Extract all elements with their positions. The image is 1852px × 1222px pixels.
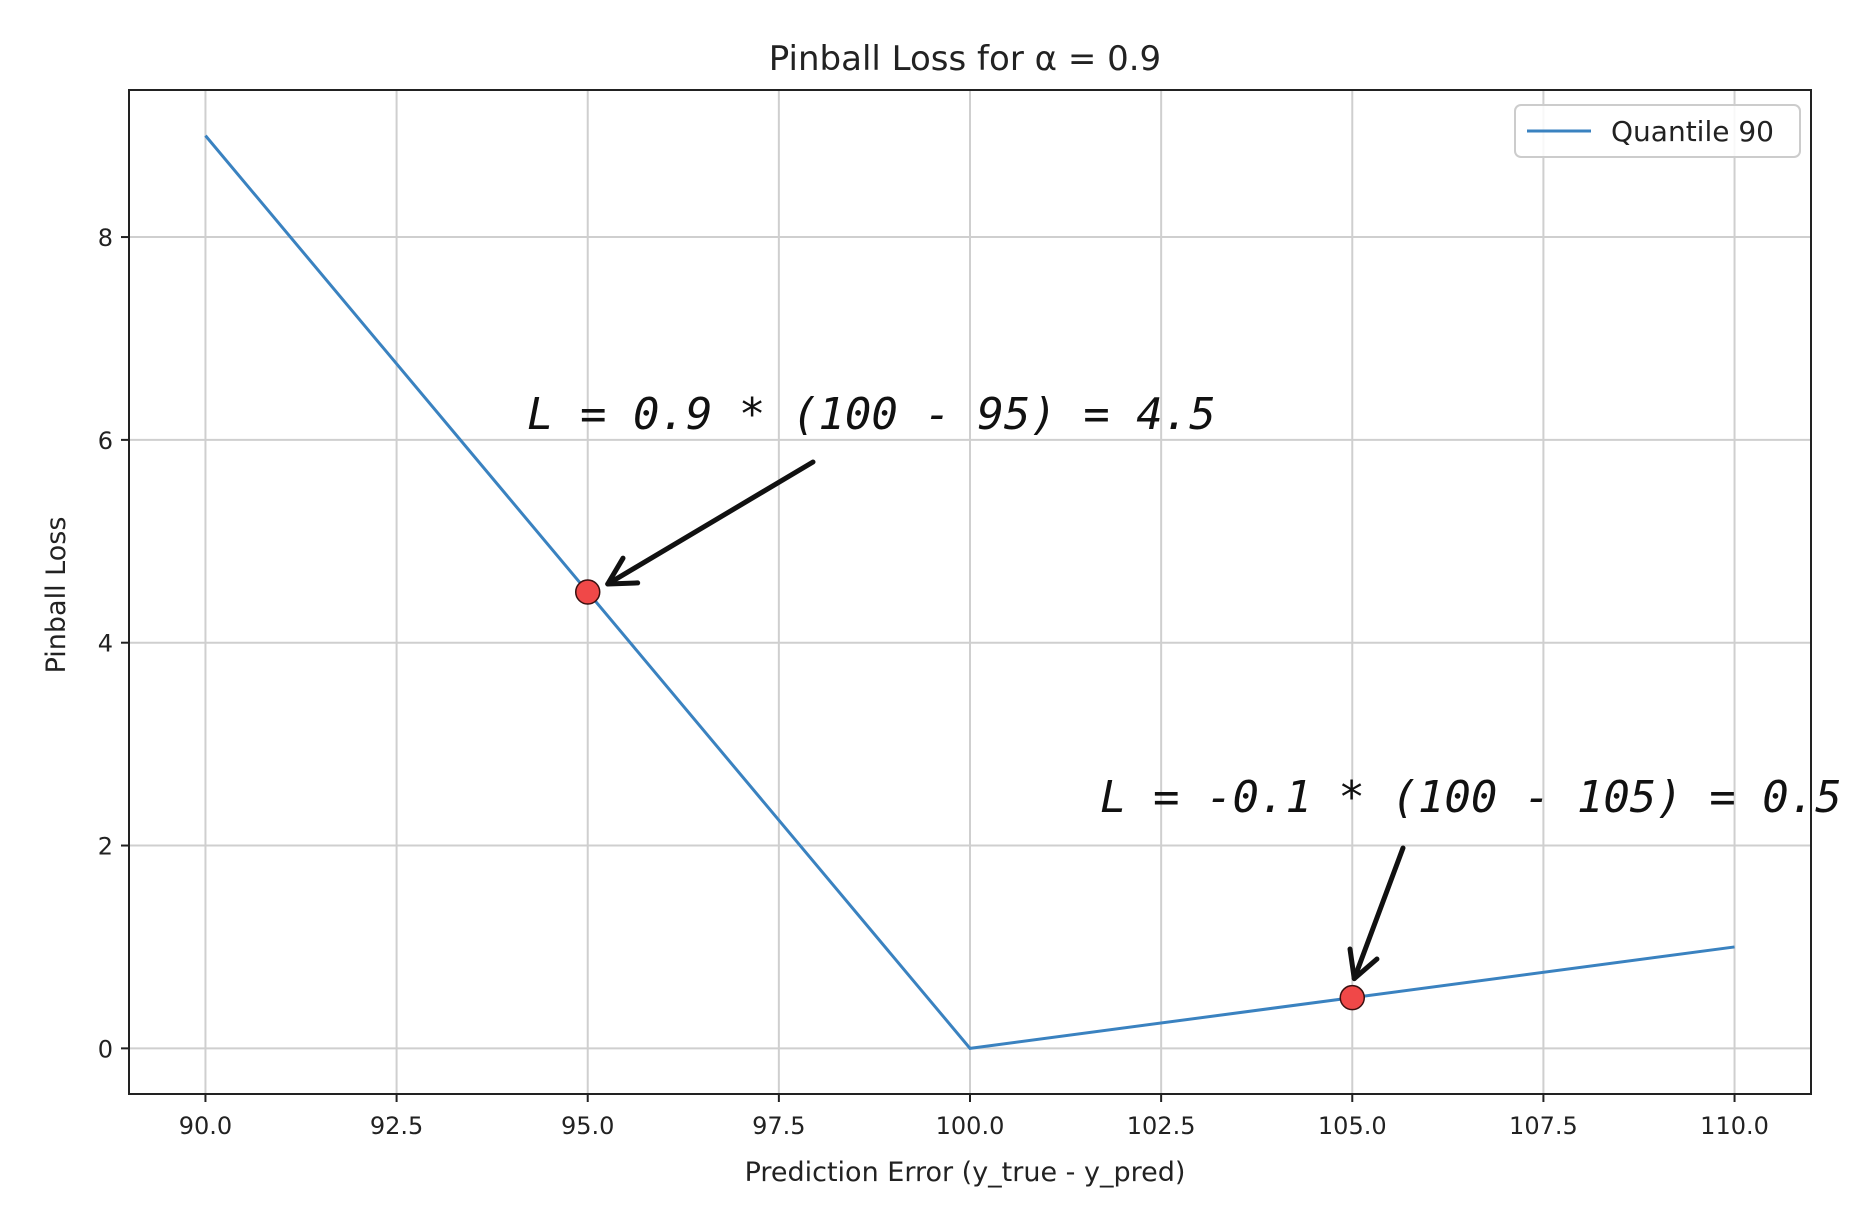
y-tick-label-1: 2 xyxy=(98,833,113,861)
annotation-text-0: L = 0.9 * (100 - 95) = 4.5 xyxy=(527,389,1216,440)
grid xyxy=(129,90,1811,1094)
x-tick-label-8: 110.0 xyxy=(1700,1112,1769,1140)
axes: 90.0 92.5 95.0 97.5 100.0 102.5 105.0 107.5 110.… xyxy=(98,89,1812,1140)
x-tick-label-5: 102.5 xyxy=(1127,1112,1196,1140)
y-tick-label-2: 4 xyxy=(98,630,113,658)
y-axis-label: Pinball Loss xyxy=(41,517,72,674)
y-tick-label-3: 6 xyxy=(98,427,113,455)
y-tick-label-0: 0 xyxy=(98,1035,113,1063)
x-tick-label-6: 105.0 xyxy=(1318,1112,1387,1140)
chart-title: Pinball Loss for α = 0.9 xyxy=(769,39,1161,79)
x-tick-label-0: 90.0 xyxy=(179,1112,232,1140)
x-tick-label-4: 100.0 xyxy=(936,1112,1005,1140)
annotation-arrow-0 xyxy=(605,459,816,587)
series-layer xyxy=(204,134,1735,1050)
x-tick-label-7: 107.5 xyxy=(1509,1112,1578,1140)
legend-label-0: Quantile 90 xyxy=(1611,115,1774,148)
highlight-point-0 xyxy=(574,579,601,605)
y-tick-label-4: 8 xyxy=(98,224,113,252)
x-axis-label: Prediction Error (y_true - y_pred) xyxy=(745,1157,1186,1188)
annotation-arrowhead-1 xyxy=(1347,946,1380,982)
annotation-arrowhead-0 xyxy=(605,555,641,587)
legend: Quantile 90 xyxy=(1514,104,1801,158)
x-tick-label-3: 97.5 xyxy=(752,1112,805,1140)
highlight-points xyxy=(574,579,1366,1011)
annotation-text-1: L = -0.1 * (100 - 105) = 0.5 xyxy=(1100,772,1842,823)
x-tick-label-1: 92.5 xyxy=(370,1112,423,1140)
annotations: L = 0.9 * (100 - 95) = 4.5 L = -0.1 * (10… xyxy=(527,389,1842,982)
highlight-point-1 xyxy=(1339,984,1366,1011)
annotation-arrow-1 xyxy=(1351,845,1406,982)
series-line-0 xyxy=(204,134,1735,1050)
x-tick-label-2: 95.0 xyxy=(561,1112,614,1140)
legend-box xyxy=(1514,104,1801,158)
